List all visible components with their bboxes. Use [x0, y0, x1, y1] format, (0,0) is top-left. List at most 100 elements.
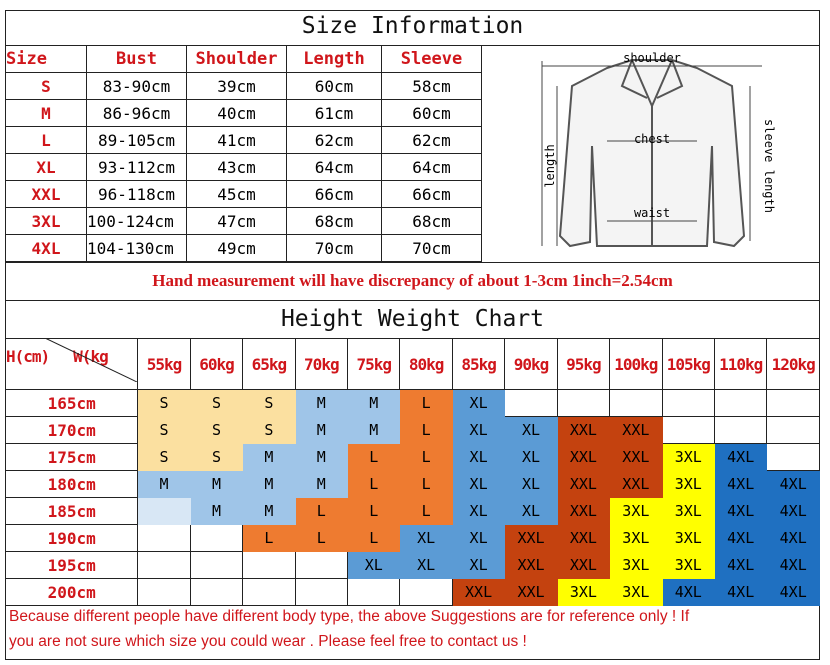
corner-header: H(cm) W(kg — [4, 338, 139, 390]
weight-header: 105kg — [661, 338, 715, 390]
weight-header: 95kg — [556, 338, 611, 390]
size-recommendation-cell: XXL — [556, 497, 611, 525]
size-recommendation-cell: XL — [347, 551, 401, 579]
weight-header: 110kg — [713, 338, 768, 390]
weight-header: 120kg — [766, 338, 820, 390]
size-recommendation-cell: XL — [451, 551, 506, 579]
size-recommendation-cell: M — [294, 416, 349, 444]
size-recommendation-cell — [294, 551, 349, 579]
size-recommendation-cell: 4XL — [713, 470, 768, 498]
size-recommendation-cell: S — [137, 416, 191, 444]
size-recommendation-cell: M — [294, 470, 349, 498]
size-recommendation-cell: M — [242, 497, 296, 525]
size-recommendation-cell: 3XL — [661, 443, 715, 471]
size-recommendation-cell — [713, 416, 768, 444]
size-recommendation-cell: 3XL — [661, 524, 715, 552]
size-recommendation-cell: L — [347, 470, 401, 498]
waist-label: waist — [634, 206, 670, 220]
size-recommendation-cell: M — [347, 389, 401, 417]
size-recommendation-cell — [242, 551, 296, 579]
size-recommendation-cell: 3XL — [556, 578, 611, 606]
size-recommendation-cell — [556, 389, 611, 417]
height-row: 195cm XL XL XL XXL XXL 3XL 3XL 4XL 4XL — [4, 551, 820, 579]
size-recommendation-cell — [504, 389, 558, 417]
size-recommendation-cell: XL — [451, 497, 506, 525]
size-recommendation-cell: L — [347, 443, 401, 471]
footer-disclaimer: Because different people have different … — [9, 604, 814, 654]
weight-header: 85kg — [451, 338, 506, 390]
size-row: XL 93-112cm 43cm 64cm 64cm — [5, 153, 482, 181]
size-recommendation-cell: XL — [451, 443, 506, 471]
size-recommendation-cell: XXL — [504, 551, 558, 579]
measurement-cell: 104-130cm — [86, 234, 187, 262]
size-recommendation-cell — [766, 443, 820, 471]
column-header: Length — [286, 45, 382, 73]
size-recommendation-cell — [609, 389, 663, 417]
size-row: S 83-90cm 39cm 60cm 58cm — [5, 72, 482, 100]
size-recommendation-cell: XXL — [556, 443, 611, 471]
size-recommendation-cell — [137, 578, 191, 606]
size-recommendation-cell: XXL — [504, 578, 558, 606]
measurement-cell: 93-112cm — [86, 153, 187, 181]
size-row: 4XL 104-130cm 49cm 70cm 70cm — [5, 234, 482, 262]
measurement-note: Hand measurement will have discrepancy o… — [152, 271, 673, 290]
measurement-cell: 40cm — [186, 99, 287, 127]
size-recommendation-cell: 4XL — [766, 524, 820, 552]
size-recommendation-cell: S — [189, 389, 244, 417]
size-recommendation-cell: L — [399, 443, 453, 471]
size-recommendation-cell: 4XL — [713, 443, 768, 471]
size-recommendation-cell: L — [399, 497, 453, 525]
height-label: 185cm — [4, 497, 139, 525]
size-recommendation-cell: XXL — [609, 470, 663, 498]
size-recommendation-cell: 3XL — [609, 551, 663, 579]
measurement-cell: 86-96cm — [86, 99, 187, 127]
size-recommendation-cell: 4XL — [766, 578, 820, 606]
size-recommendation-cell: M — [294, 389, 349, 417]
size-recommendation-cell: XL — [504, 497, 558, 525]
size-recommendation-cell: M — [137, 470, 191, 498]
size-recommendation-cell: XL — [451, 416, 506, 444]
size-recommendation-cell — [713, 389, 768, 417]
size-recommendation-cell — [242, 578, 296, 606]
measurement-cell: 64cm — [286, 153, 382, 181]
size-recommendation-cell — [137, 524, 191, 552]
size-label: XXL — [5, 180, 87, 208]
size-recommendation-cell: 3XL — [609, 524, 663, 552]
size-recommendation-cell: L — [399, 470, 453, 498]
size-recommendation-cell: 3XL — [661, 497, 715, 525]
size-recommendation-cell: S — [242, 416, 296, 444]
measurement-cell: 60cm — [286, 72, 382, 100]
height-row: 180cm M M M M L L XL XL XXL XXL 3XL 4XL 4XL — [4, 470, 820, 498]
size-recommendation-cell — [766, 389, 820, 417]
weight-header: 70kg — [294, 338, 349, 390]
height-axis-label: H(cm) — [6, 347, 51, 366]
size-recommendation-cell: XXL — [504, 524, 558, 552]
weight-header: 60kg — [189, 338, 244, 390]
shoulder-label: shoulder — [623, 51, 681, 65]
measurement-cell: 68cm — [381, 207, 482, 235]
size-recommendation-cell: XL — [399, 551, 453, 579]
corner-diagonal-line — [44, 338, 137, 382]
measurement-cell: 64cm — [381, 153, 482, 181]
size-recommendation-cell: 3XL — [609, 497, 663, 525]
weight-header: 65kg — [242, 338, 296, 390]
size-recommendation-cell: M — [189, 497, 244, 525]
weight-header: 75kg — [347, 338, 401, 390]
height-label: 175cm — [4, 443, 139, 471]
size-recommendation-cell: L — [294, 497, 349, 525]
height-label: 180cm — [4, 470, 139, 498]
size-recommendation-cell: 4XL — [766, 551, 820, 579]
column-header: Bust — [86, 45, 187, 73]
height-label: 165cm — [4, 389, 139, 417]
size-recommendation-cell: XXL — [609, 443, 663, 471]
size-recommendation-cell: 4XL — [713, 578, 768, 606]
height-row: 170cm S S S M M L XL XL XXL XXL — [4, 416, 820, 444]
measurement-cell: 41cm — [186, 126, 287, 154]
size-recommendation-cell: 4XL — [713, 551, 768, 579]
size-recommendation-cell: L — [294, 524, 349, 552]
measurement-cell: 70cm — [381, 234, 482, 262]
measurement-cell: 89-105cm — [86, 126, 187, 154]
size-recommendation-cell: XL — [504, 416, 558, 444]
size-recommendation-cell — [137, 497, 191, 525]
shirt-measurement-diagram: shoulder chest waist length sleeve lengt… — [541, 51, 776, 248]
